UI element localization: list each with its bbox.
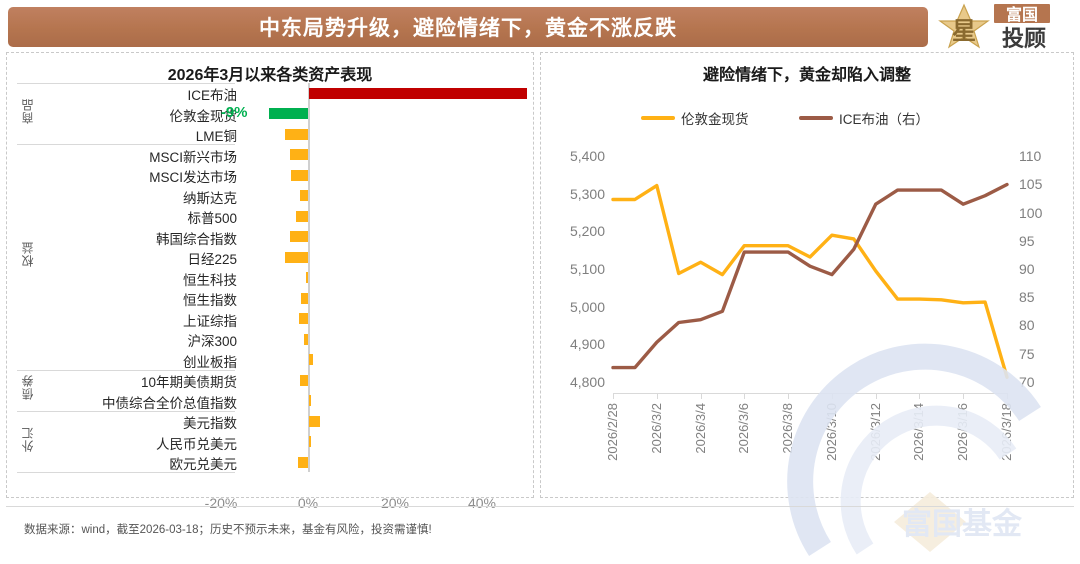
left-chart-title: 2026年3月以来各类资产表现 bbox=[167, 67, 373, 84]
line-series-group bbox=[611, 182, 1009, 379]
legend-item-oil: ICE布油（右） bbox=[799, 108, 929, 128]
bar-label: MSCI发达市场 bbox=[149, 170, 237, 185]
group-divider bbox=[17, 369, 235, 371]
bar-label: 沪深300 bbox=[187, 334, 237, 349]
bar bbox=[304, 333, 308, 345]
bar-label: 标普500 bbox=[187, 211, 237, 226]
brand-logo: 星 富国 投顾 bbox=[934, 2, 1074, 51]
bar bbox=[309, 395, 311, 406]
group-divider bbox=[17, 82, 235, 84]
group-divider bbox=[17, 472, 235, 474]
group-label-2: 债券 bbox=[21, 374, 35, 401]
bar bbox=[289, 231, 308, 242]
left-axis-tick: 5,000 bbox=[569, 298, 605, 315]
bar bbox=[285, 251, 308, 263]
bar bbox=[300, 292, 308, 304]
x-axis-tick: 0% bbox=[297, 494, 319, 511]
left-axis-tick: 4,800 bbox=[569, 373, 605, 390]
logo-top-text: 富国 bbox=[1006, 5, 1038, 24]
bar-label: 10年期美债期货 bbox=[140, 375, 237, 390]
asset-performance-panel: 2026年3月以来各类资产表现 商品权益债券外汇 ICE布油伦敦金现货 -9% LME… bbox=[6, 52, 534, 511]
logo-bottom-text: 投顾 bbox=[1002, 26, 1046, 51]
right-axis-tick: 90 bbox=[1019, 261, 1035, 277]
bar-label: 日经225 bbox=[187, 252, 237, 267]
line-chart-plot: 4,800 4,900 5,000 5,100 5,200 5,300 5,400 70 75 8… bbox=[541, 53, 1073, 497]
bar-label: 人民币兑美元 bbox=[156, 436, 237, 452]
x-axis-tickmark bbox=[613, 393, 614, 399]
header-banner: 中东局势升级，避险情绪下，黄金不涨反跌 bbox=[8, 7, 928, 47]
bar-label: MSCI新兴市场 bbox=[149, 149, 237, 165]
right-axis-tick: 105 bbox=[1019, 176, 1043, 193]
bar bbox=[284, 128, 308, 140]
bar bbox=[309, 354, 313, 365]
page-title: 中东局势升级，避险情绪下，黄金不涨反跌 bbox=[259, 17, 677, 40]
bar bbox=[291, 169, 308, 181]
group-label-3: 外汇 bbox=[21, 425, 35, 452]
bar bbox=[268, 108, 308, 119]
line-series-gold bbox=[611, 183, 1009, 379]
group-label-1: 权益 bbox=[21, 241, 35, 267]
bar bbox=[299, 374, 308, 386]
x-axis-tick: 40% bbox=[467, 494, 497, 511]
zero-axis-line bbox=[308, 82, 310, 473]
legend-swatch-oil bbox=[799, 116, 833, 120]
bar-chart-plot: 商品权益债券外汇 ICE布油伦敦金现货 -9% LME铜 MSCI新兴市场 MSCI发达市… bbox=[7, 53, 533, 511]
x-axis-tick: 20% bbox=[380, 494, 410, 511]
bar-label: 恒生指数 bbox=[183, 293, 237, 308]
right-axis-tick: 85 bbox=[1019, 289, 1035, 306]
right-axis-tick: 110 bbox=[1019, 148, 1042, 165]
x-axis-tickmark bbox=[656, 393, 658, 399]
right-axis-tick: 100 bbox=[1019, 204, 1043, 221]
bar-label: 韩国综合指数 bbox=[156, 231, 237, 247]
star-icon bbox=[938, 3, 990, 49]
bar bbox=[299, 190, 308, 201]
legend-item-gold: 伦敦金现货 bbox=[641, 108, 749, 128]
group-divider bbox=[17, 144, 235, 146]
footer-divider bbox=[6, 506, 1074, 507]
bar bbox=[295, 210, 308, 222]
group-label-0: 商品 bbox=[21, 97, 35, 124]
line-series-oil bbox=[611, 182, 1009, 370]
watermark-text: 富国基金 bbox=[902, 507, 1023, 541]
x-axis-tickmark bbox=[744, 393, 746, 399]
logo-star-char: 星 bbox=[952, 18, 976, 45]
group-divider bbox=[17, 410, 235, 412]
right-chart-title: 避险情绪下，黄金却陷入调整 bbox=[702, 67, 911, 84]
x-axis-tick: -20% bbox=[204, 494, 238, 511]
legend-swatch-gold bbox=[641, 116, 675, 120]
bar bbox=[299, 313, 308, 324]
left-axis-tick: 5,200 bbox=[569, 223, 605, 240]
bar bbox=[305, 272, 308, 283]
footer-source-note: 数据来源：wind，截至2026-03-18；历史不预示未来，基金有风险，投资需… bbox=[24, 524, 432, 536]
right-axis-tick: 95 bbox=[1019, 232, 1035, 249]
bar-label: 伦敦金现货 bbox=[169, 108, 238, 124]
bar-label: 美元指数 bbox=[183, 416, 237, 431]
gold-oil-panel: 避险情绪下，黄金却陷入调整 伦敦金现货 ICE布油（右） 4,800 4,900 5… bbox=[540, 52, 1074, 498]
bar bbox=[309, 415, 320, 427]
bar bbox=[290, 149, 308, 160]
bar-label: 中债综合全价总值指数 bbox=[102, 395, 237, 411]
left-axis-tick: 5,400 bbox=[569, 148, 605, 165]
legend-label-oil: ICE布油（右） bbox=[839, 112, 930, 127]
left-axis-tick: 5,100 bbox=[569, 261, 605, 277]
bar-label: ICE布油 bbox=[187, 88, 237, 103]
right-axis-tick: 80 bbox=[1019, 317, 1035, 334]
bar bbox=[297, 456, 308, 468]
bar-label: 纳斯达克 bbox=[183, 190, 237, 206]
bar bbox=[309, 436, 311, 447]
bar-label: 创业板指 bbox=[183, 354, 237, 370]
bar-label: 上证综指 bbox=[183, 313, 237, 329]
left-axis-tick: 5,300 bbox=[569, 185, 605, 202]
bar-value-label: -9% bbox=[220, 103, 248, 121]
bar bbox=[309, 87, 527, 99]
legend-label-gold: 伦敦金现货 bbox=[681, 112, 749, 127]
x-axis-tickmark bbox=[700, 393, 702, 399]
bar-label: 欧元兑美元 bbox=[169, 457, 238, 472]
left-axis-tick: 4,900 bbox=[569, 336, 605, 353]
bar-label: 恒生科技 bbox=[183, 272, 237, 288]
bar-label: LME铜 bbox=[195, 129, 237, 144]
